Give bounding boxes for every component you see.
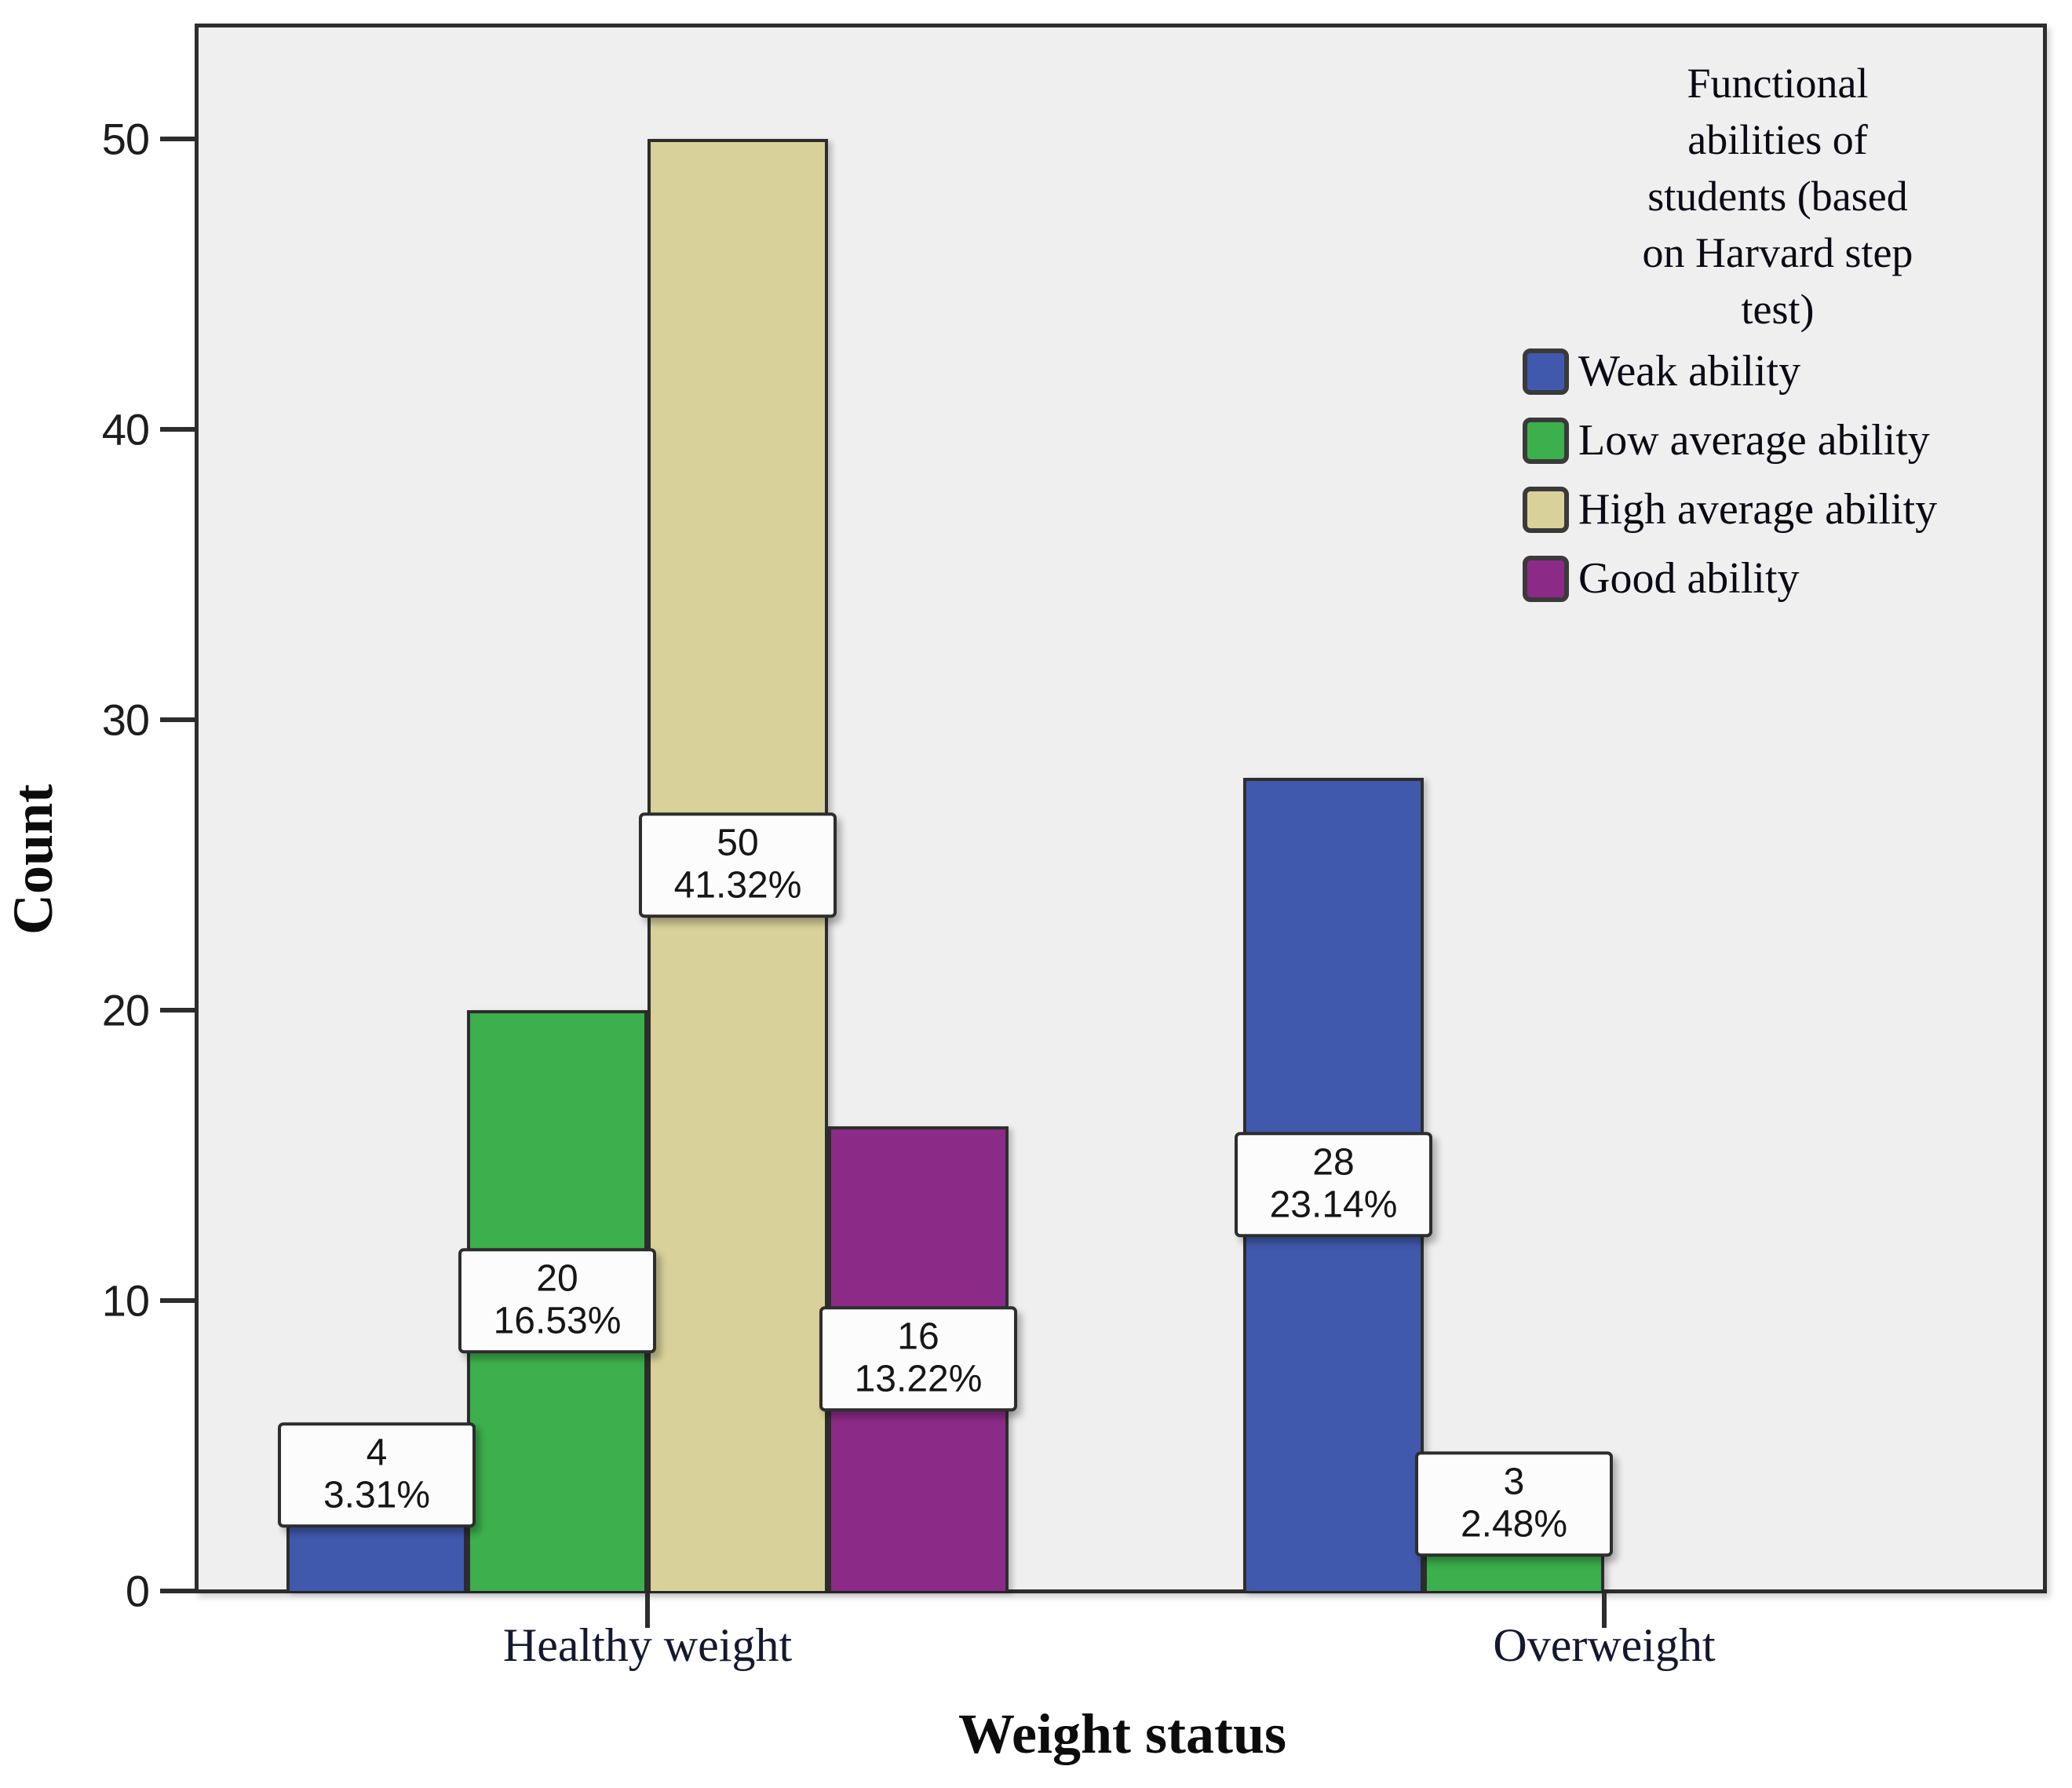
y-tick-30 (160, 717, 195, 722)
y-tick-label-20: 20 (101, 985, 150, 1035)
legend-item-weak-ability: Weak ability (1523, 347, 2055, 396)
bar-label-weak-ability-overweight: 28 23.14% (1235, 1132, 1432, 1237)
bar-label-high-average-ability-healthy-weight: 50 41.32% (639, 812, 837, 918)
y-tick-10 (160, 1298, 195, 1303)
legend-item-low-average-ability: Low average ability (1523, 416, 2055, 465)
bar-label-low-average-ability-healthy-weight: 20 16.53% (458, 1248, 656, 1353)
y-axis-title: Count (2, 783, 64, 936)
bar-label-low-average-ability-overweight: 3 2.48% (1415, 1451, 1613, 1556)
bar-label-weak-ability-healthy-weight: 4 3.31% (278, 1422, 476, 1527)
legend-swatch-high-average-ability-icon (1523, 486, 1569, 533)
legend: Functional abilities of students (based on … (1501, 55, 2055, 623)
y-tick-20 (160, 1008, 195, 1013)
legend-title-line-2: abilities of (1687, 116, 1868, 163)
y-tick-label-0: 0 (125, 1566, 150, 1616)
legend-items: Weak ability Low average ability High aver… (1501, 347, 2055, 603)
y-tick-label-10: 10 (101, 1275, 150, 1326)
y-tick-label-40: 40 (101, 404, 150, 454)
legend-item-label: Weak ability (1578, 347, 1801, 396)
legend-title: Functional abilities of students (based on … (1501, 55, 2055, 338)
plot-area: 4 3.31% 28 23.14% 20 16.53% 3 2.48% 50 41.32… (195, 24, 2047, 1593)
legend-title-line-3: students (based (1647, 173, 1908, 220)
legend-title-line-1: Functional (1687, 60, 1869, 107)
x-tick-healthy-weight (645, 1593, 650, 1628)
x-axis-title: Weight status (958, 1702, 1287, 1765)
y-tick-50 (160, 137, 195, 141)
bar-label-good-ability-healthy-weight: 16 13.22% (819, 1306, 1017, 1411)
y-tick-40 (160, 427, 195, 432)
y-tick-label-50: 50 (101, 114, 150, 164)
legend-item-label: Low average ability (1578, 416, 1930, 465)
legend-swatch-low-average-ability-icon (1523, 417, 1569, 464)
y-tick-0 (160, 1589, 195, 1593)
legend-swatch-weak-ability-icon (1523, 348, 1569, 395)
legend-title-line-5: test) (1741, 286, 1815, 333)
legend-title-line-4: on Harvard step (1642, 229, 1913, 276)
x-tick-overweight (1602, 1593, 1607, 1628)
y-tick-label-30: 30 (101, 695, 150, 745)
legend-item-good-ability: Good ability (1523, 554, 2055, 603)
legend-item-high-average-ability: High average ability (1523, 485, 2055, 534)
x-category-label-overweight: Overweight (1493, 1619, 1716, 1671)
legend-item-label: High average ability (1578, 485, 1938, 534)
x-category-label-healthy-weight: Healthy weight (502, 1619, 793, 1671)
legend-item-label: Good ability (1578, 554, 1800, 603)
legend-swatch-good-ability-icon (1523, 555, 1569, 602)
